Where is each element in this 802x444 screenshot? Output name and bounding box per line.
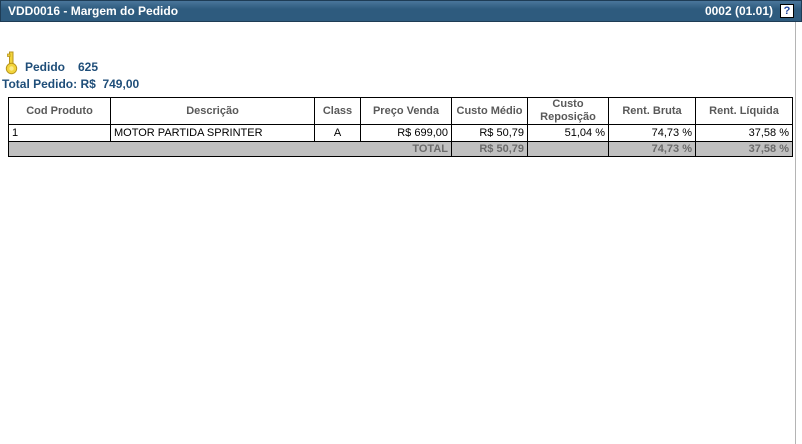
titlebar: VDD0016 - Margem do Pedido 0002 (01.01) … (0, 0, 802, 22)
total-cell: R$ 50,79 (451, 141, 528, 157)
table-cell: 37,58 % (695, 124, 793, 142)
column-header-8: Rent. Líquida (695, 97, 793, 125)
table-cell: MOTOR PARTIDA SPRINTER (110, 124, 315, 142)
total-label-cell: TOTAL (8, 141, 452, 157)
table-cell: 1 (8, 124, 111, 142)
total-cell (527, 141, 609, 157)
pedido-number: 625 (78, 60, 99, 74)
column-header-3: Class (314, 97, 361, 125)
margin-table: Cod Produto Descrição Class Preço Venda Cust… (8, 97, 793, 157)
pedido-label: Pedido (25, 60, 66, 74)
column-header-5: Custo Médio (451, 97, 528, 125)
table-cell: R$ 50,79 (451, 124, 528, 142)
total-cell: 37,58 % (695, 141, 793, 157)
column-header-6: Custo Reposição (527, 97, 609, 125)
titlebar-right: 0002 (01.01) ? (705, 4, 794, 18)
column-header-2: Descrição (110, 97, 315, 125)
column-header-7: Rent. Bruta (608, 97, 696, 125)
total-pedido-label: Total Pedido: (2, 77, 78, 91)
column-header-1: Cod Produto (8, 97, 111, 125)
table-cell: A (314, 124, 361, 142)
table-header-row: Cod Produto Descrição Class Preço Venda Cust… (8, 97, 793, 125)
total-pedido-value: R$ 749,00 (80, 77, 140, 91)
column-header-4: Preço Venda (360, 97, 452, 125)
table-cell: 51,04 % (527, 124, 609, 142)
table-cell: 74,73 % (608, 124, 696, 142)
total-pedido-line: Total Pedido: R$ 749,00 (2, 77, 139, 91)
table-cell: R$ 699,00 (360, 124, 452, 142)
frame-right-border (795, 22, 796, 444)
total-row: TOTAL R$ 50,79 74,73 % 37,58 % (8, 141, 793, 157)
window-title: VDD0016 - Margem do Pedido (8, 4, 179, 18)
key-icon (5, 51, 18, 75)
total-cell: 74,73 % (608, 141, 696, 157)
table-row[interactable]: 1 MOTOR PARTIDA SPRINTER A R$ 699,00 R$ 50,7… (8, 124, 793, 142)
version-code: 0002 (01.01) (704, 4, 773, 18)
help-icon[interactable]: ? (780, 4, 794, 18)
